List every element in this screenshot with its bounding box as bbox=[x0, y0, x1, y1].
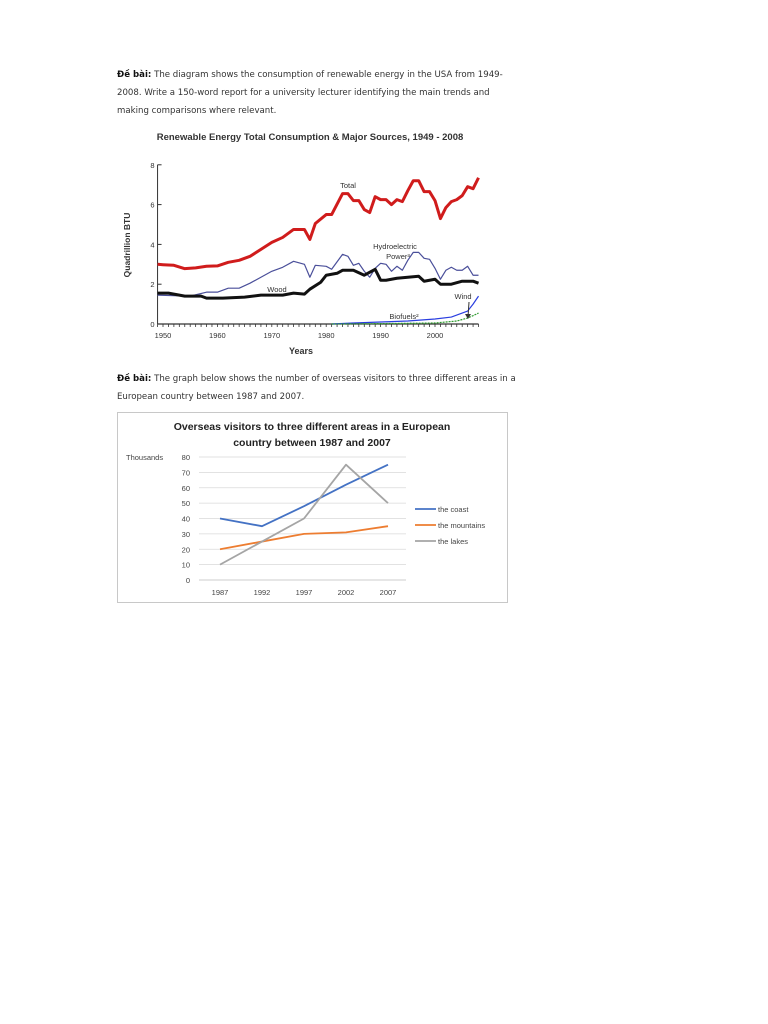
legend-label-the-coast: the coast bbox=[438, 505, 469, 514]
prompt-2-label: Đề bài: bbox=[117, 374, 152, 384]
series-label-wind: Wind bbox=[454, 292, 471, 301]
prompt-1: Đề bài: The diagram shows the consumptio… bbox=[117, 66, 517, 120]
y-tick-label: 0 bbox=[150, 320, 154, 329]
overseas-visitors-chart: Overseas visitors to three different are… bbox=[117, 412, 508, 603]
legend-label-the-mountains: the mountains bbox=[438, 521, 485, 530]
prompt-1-text: The diagram shows the consumption of ren… bbox=[117, 70, 503, 116]
y-tick-label: 60 bbox=[182, 484, 190, 493]
series-line-wind bbox=[331, 295, 480, 325]
x-tick-label: 1980 bbox=[318, 331, 335, 340]
chart2-title-line1: Overseas visitors to three different are… bbox=[174, 421, 451, 433]
series-line-wood bbox=[157, 267, 480, 300]
chart2-ylabel: Thousands bbox=[126, 453, 163, 462]
series-label-biofuels: Biofuels² bbox=[389, 312, 419, 321]
x-tick-label: 2007 bbox=[380, 588, 397, 597]
x-tick-label: 1987 bbox=[212, 588, 229, 597]
legend-label-the-lakes: the lakes bbox=[438, 537, 468, 546]
x-tick-label: 1950 bbox=[155, 331, 172, 340]
x-tick-label: 1992 bbox=[254, 588, 271, 597]
prompt-2: Đề bài: The graph below shows the number… bbox=[117, 370, 517, 406]
x-tick-label: 1997 bbox=[296, 588, 313, 597]
y-tick-label: 10 bbox=[182, 561, 190, 570]
series-line-the-lakes bbox=[219, 463, 389, 566]
y-tick-label: 70 bbox=[182, 468, 190, 477]
y-tick-label: 8 bbox=[150, 161, 154, 170]
y-tick-label: 2 bbox=[150, 280, 154, 289]
series-line-total bbox=[157, 177, 480, 271]
chart2-title-line2: country between 1987 and 2007 bbox=[233, 437, 391, 449]
chart1-xlabel: Years bbox=[289, 346, 313, 356]
x-tick-label: 1990 bbox=[372, 331, 389, 340]
series-line-the-mountains bbox=[219, 525, 389, 551]
y-tick-label: 6 bbox=[150, 201, 154, 210]
y-tick-label: 0 bbox=[186, 576, 190, 585]
y-tick-label: 30 bbox=[182, 530, 190, 539]
series-line-hydroelectric-power bbox=[157, 251, 479, 297]
renewable-energy-chart: Renewable Energy Total Consumption & Maj… bbox=[122, 132, 480, 356]
y-tick-label: 80 bbox=[182, 453, 190, 462]
series-label-wood: Wood bbox=[267, 285, 286, 294]
x-tick-label: 2002 bbox=[338, 588, 355, 597]
x-tick-label: 2000 bbox=[427, 331, 444, 340]
prompt-2-text: The graph below shows the number of over… bbox=[117, 374, 516, 402]
prompt-1-label: Đề bài: bbox=[117, 70, 152, 80]
series-label-hydro-power: Power³ bbox=[386, 252, 410, 261]
y-tick-label: 4 bbox=[150, 240, 154, 249]
wind-arrowhead-icon bbox=[465, 314, 471, 319]
chart1-ylabel: Quadrillion BTU bbox=[122, 213, 132, 278]
y-tick-label: 40 bbox=[182, 515, 190, 524]
y-tick-label: 50 bbox=[182, 499, 190, 508]
series-label-hydro: Hydroelectric bbox=[373, 242, 417, 251]
x-tick-label: 1960 bbox=[209, 331, 226, 340]
series-line-biofuels bbox=[331, 312, 479, 325]
chart1-title: Renewable Energy Total Consumption & Maj… bbox=[157, 132, 464, 143]
series-label-total: Total bbox=[340, 181, 356, 190]
x-tick-label: 1970 bbox=[263, 331, 280, 340]
y-tick-label: 20 bbox=[182, 545, 190, 554]
